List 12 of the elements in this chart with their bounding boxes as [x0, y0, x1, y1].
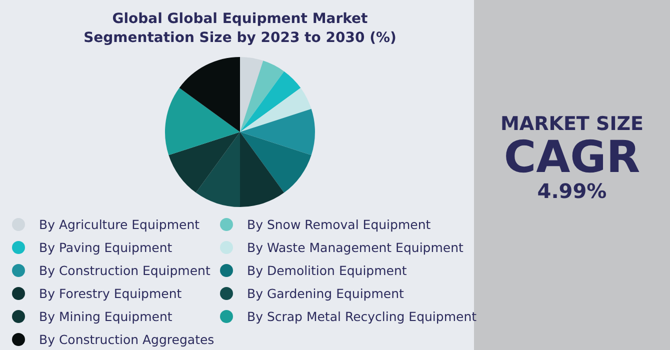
legend-label: By Construction Aggregates: [39, 332, 214, 346]
legend-label: By Forestry Equipment: [39, 286, 182, 300]
legend-label: By Agriculture Equipment: [39, 216, 200, 232]
legend-label: By Demolition Equipment: [247, 262, 407, 278]
legend-label: By Snow Removal Equipment: [247, 216, 431, 232]
legend-label: By Waste Management Equipment: [247, 240, 464, 254]
chart-title: Global Global Equipment Market Segmentation Size by 2023 to 2030 (%): [82, 10, 398, 48]
legend-label: By Scrap Metal Recycling Equipment: [247, 308, 477, 324]
legend-label: By Paving Equipment: [39, 240, 172, 254]
legend-label: By Gardening Equipment: [247, 286, 404, 300]
legend-label: By Construction Equipment: [39, 262, 210, 278]
legend-label: By Mining Equipment: [39, 308, 172, 324]
